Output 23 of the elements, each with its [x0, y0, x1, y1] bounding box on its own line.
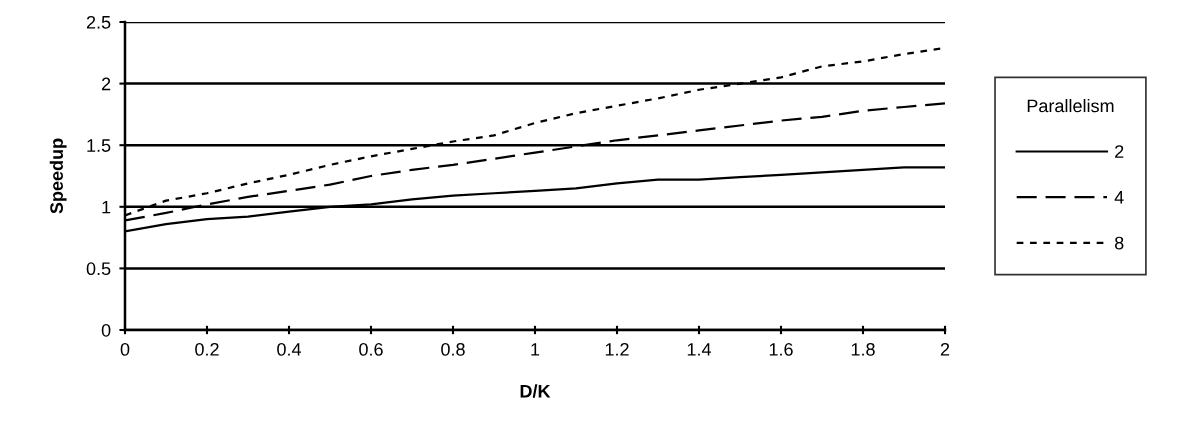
legend-label: 8 [1114, 236, 1124, 250]
x-tick-label: 1.4 [687, 343, 712, 356]
x-tick-label: 0.2 [195, 342, 219, 356]
x-axis-title: D/K [520, 384, 551, 398]
y-tick-label: 1 [102, 200, 111, 214]
x-tick-label: 1.8 [851, 342, 875, 356]
x-tick-label: 0.8 [441, 342, 465, 356]
x-tick-label: 1.6 [769, 342, 793, 356]
y-tick-label: 2.5 [86, 15, 111, 29]
y-tick-label: 0.5 [86, 262, 111, 276]
y-tick-label: 2 [101, 77, 111, 91]
x-tick-label: 1 [531, 343, 540, 356]
y-tick-label: 1.5 [87, 139, 111, 152]
y-axis-title: Speedup [49, 138, 67, 214]
legend-label: 2 [1115, 145, 1124, 158]
legend-title: Parallelism [1027, 99, 1114, 113]
x-tick-label: 1.2 [605, 342, 629, 356]
x-tick-label: 0.6 [359, 342, 383, 356]
legend-label: 4 [1114, 191, 1124, 204]
x-tick-label: 0.4 [277, 342, 302, 356]
x-tick-label: 2 [940, 342, 950, 356]
y-tick-label: 0 [101, 323, 111, 337]
x-tick-label: 0 [120, 342, 130, 356]
